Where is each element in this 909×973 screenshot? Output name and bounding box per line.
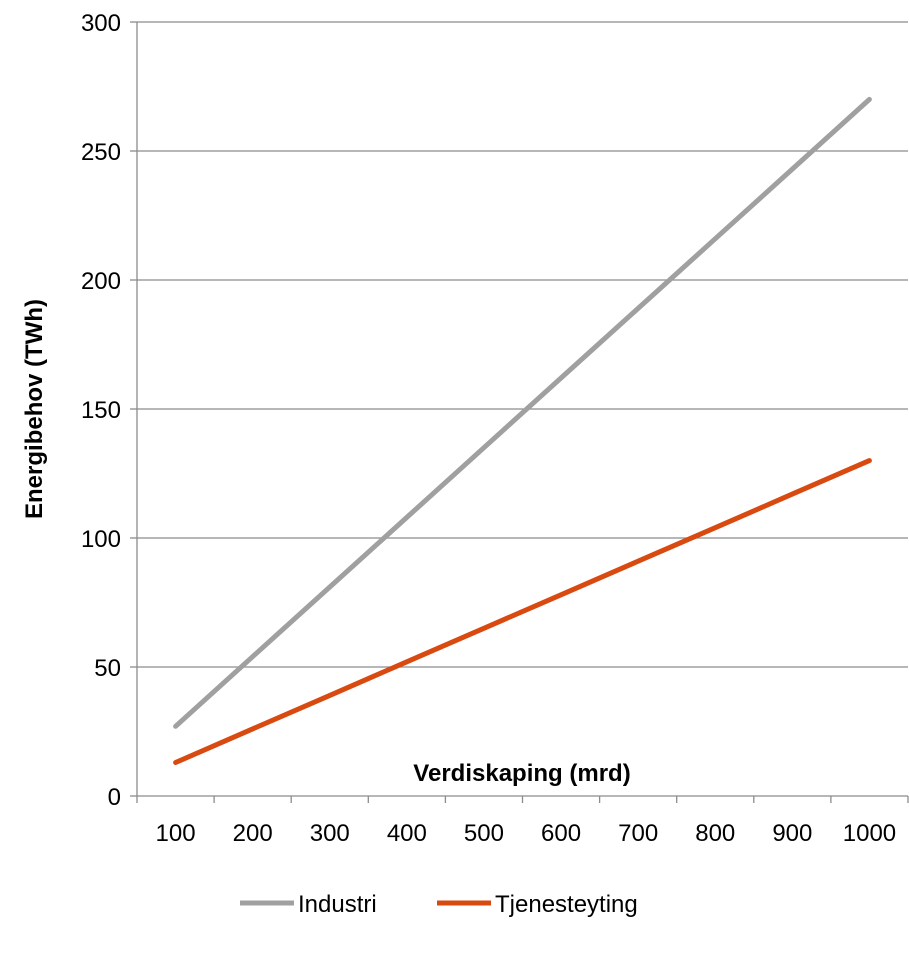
y-tick-label: 100 bbox=[81, 526, 121, 553]
x-tick-label: 500 bbox=[464, 820, 504, 847]
y-tick-label: 0 bbox=[108, 784, 121, 811]
legend-item-industri: Industri bbox=[240, 891, 377, 918]
series-line-industri bbox=[173, 96, 872, 729]
x-tick-label: 300 bbox=[310, 820, 350, 847]
legend-label-industri: Industri bbox=[298, 891, 377, 918]
y-tick-label: 150 bbox=[81, 397, 121, 424]
y-axis-ticks: 0 50 100 150 200 250 300 bbox=[81, 10, 137, 811]
x-tick-label: 400 bbox=[387, 820, 427, 847]
series-line-tjenesteyting bbox=[173, 458, 872, 765]
x-tick-label: 900 bbox=[772, 820, 812, 847]
y-tick-label: 250 bbox=[81, 139, 121, 166]
y-tick-label: 200 bbox=[81, 268, 121, 295]
x-tick-label: 200 bbox=[233, 820, 273, 847]
x-tick-label: 100 bbox=[156, 820, 196, 847]
legend-item-tjenesteyting: Tjenesteyting bbox=[437, 891, 638, 918]
legend-label-tjenesteyting: Tjenesteyting bbox=[495, 891, 638, 918]
y-axis-title: Energibehov (TWh) bbox=[21, 299, 48, 519]
x-axis-ticks: 100 200 300 400 500 600 700 800 900 1000 bbox=[136, 796, 909, 847]
x-axis-title: Verdiskaping (mrd) bbox=[413, 760, 630, 787]
y-tick-label: 300 bbox=[81, 10, 121, 37]
x-tick-label: 700 bbox=[618, 820, 658, 847]
series-lines bbox=[173, 96, 872, 765]
gridlines bbox=[137, 21, 908, 668]
x-tick-label: 1000 bbox=[843, 820, 896, 847]
x-tick-label: 800 bbox=[695, 820, 735, 847]
legend: Industri Tjenesteyting bbox=[240, 891, 638, 918]
y-tick-label: 50 bbox=[94, 655, 121, 682]
x-tick-label: 600 bbox=[541, 820, 581, 847]
